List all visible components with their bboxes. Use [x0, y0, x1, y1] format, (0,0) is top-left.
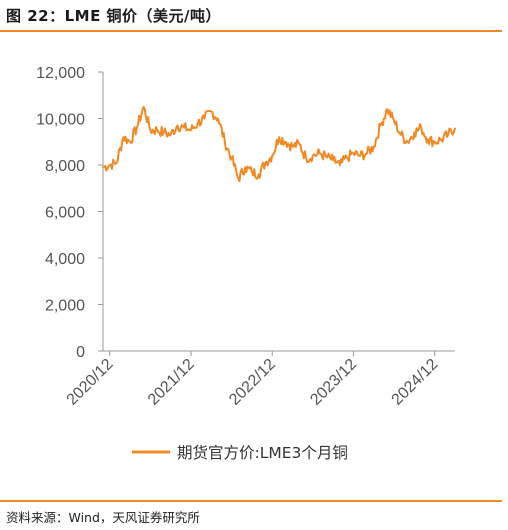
- y-tick-label: 10,000: [36, 112, 85, 129]
- source-note: 资料来源：Wind，天风证券研究所: [6, 510, 200, 525]
- y-tick-label: 0: [76, 344, 85, 361]
- series-line: [102, 105, 456, 183]
- x-tick-label: 2024/12: [389, 356, 442, 409]
- y-tick-label: 4,000: [45, 251, 85, 268]
- legend: 期货官方价:LME3个月铜: [132, 444, 348, 462]
- x-tick-label: 2021/12: [145, 356, 198, 409]
- x-tick-label: 2023/12: [307, 356, 360, 409]
- series-layer: [102, 105, 456, 183]
- y-tick-label: 12,000: [36, 65, 85, 82]
- x-tick-label: 2020/12: [64, 356, 117, 409]
- y-axis: 0 2,000 4,000 6,000 8,000 10,000 12,000: [36, 65, 104, 361]
- footer-divider: [0, 500, 502, 502]
- x-tick-label: 2022/12: [226, 356, 279, 409]
- y-tick-label: 2,000: [45, 298, 85, 315]
- figure-title: 图 22：LME 铜价（美元/吨）: [6, 7, 222, 25]
- title-divider: [0, 30, 502, 32]
- y-tick-label: 6,000: [45, 205, 85, 222]
- x-axis: 2020/12 2021/12 2022/12 2023/12 2024/12: [64, 350, 455, 409]
- y-tick-label: 8,000: [45, 158, 85, 175]
- copper-price-chart: 0 2,000 4,000 6,000 8,000 10,000 12,000 2020/1…: [36, 65, 456, 462]
- legend-label: 期货官方价:LME3个月铜: [177, 444, 348, 462]
